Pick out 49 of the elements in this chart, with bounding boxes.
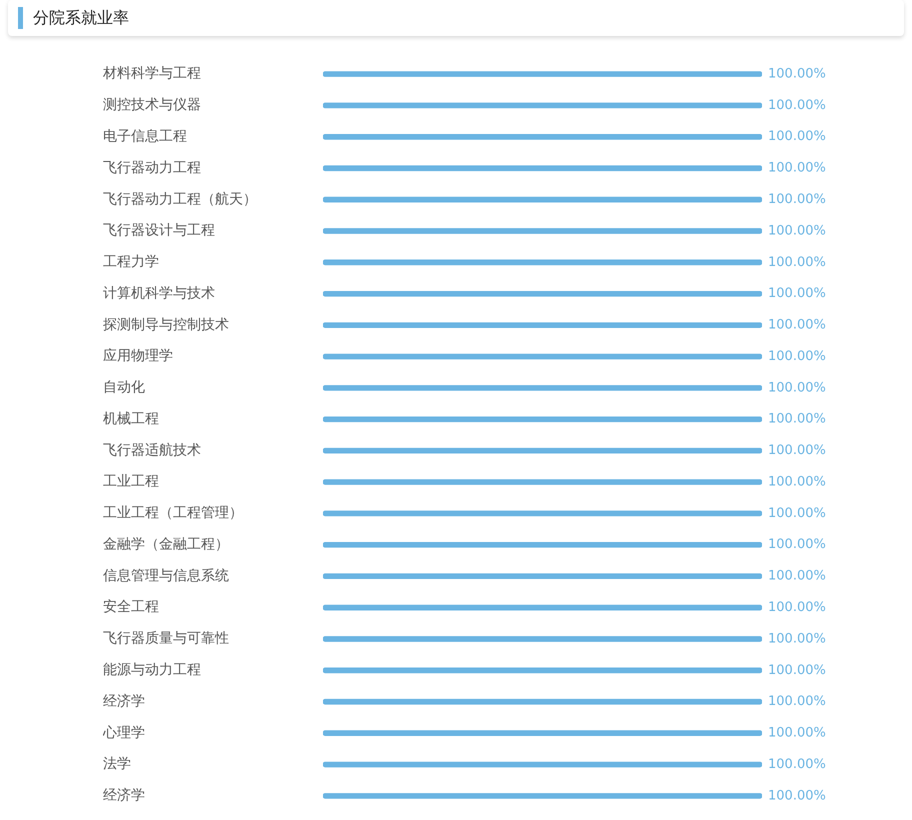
data-label: 100.00% [768,286,826,302]
data-label: 100.00% [768,662,826,678]
data-label: 100.00% [768,318,826,333]
y-tick-label: 机械工程 [103,410,159,427]
y-tick-label: 飞行器动力工程（航天） [103,191,257,208]
data-label: 100.00% [768,192,826,207]
y-tick-label: 工业工程（工程管理） [103,505,243,522]
data-label: 100.00% [768,254,826,270]
y-tick-label: 经济学 [103,788,145,804]
y-tick-label: 测控技术与仪器 [103,97,201,114]
data-label: 100.00% [768,380,826,396]
data-label: 100.00% [768,756,826,772]
y-tick-label: 材料科学与工程 [102,66,201,82]
y-tick-label: 计算机科学与技术 [103,285,215,302]
y-tick-label: 飞行器质量与可靠性 [103,630,229,647]
y-tick-label: 工程力学 [103,254,159,270]
y-tick-label: 金融学（金融工程） [103,536,229,552]
data-label: 100.00% [768,600,826,615]
data-label: 100.00% [768,412,826,427]
y-tick-label: 探测制导与控制技术 [103,316,229,333]
y-tick-label: 电子信息工程 [103,128,187,144]
data-label: 100.00% [768,129,826,144]
data-label: 100.00% [768,568,826,584]
y-tick-label: 法学 [103,756,131,772]
y-tick-label: 安全工程 [103,599,159,616]
data-label: 100.00% [768,98,826,113]
y-tick-label: 心理学 [102,724,145,741]
y-tick-label: 经济学 [103,693,145,710]
data-label: 100.00% [768,726,826,741]
data-label: 100.00% [768,348,826,364]
y-tick-label: 飞行器适航技术 [103,442,201,458]
y-tick-label: 工业工程 [103,474,159,490]
data-label: 100.00% [768,788,826,804]
data-label: 100.00% [768,537,826,552]
y-tick-label: 应用物理学 [103,348,173,364]
data-label: 100.00% [768,223,826,238]
data-label: 100.00% [768,631,826,646]
data-label: 100.00% [768,474,826,490]
data-label: 100.00% [768,66,826,82]
y-tick-label: 信息管理与信息系统 [103,568,229,584]
data-label: 100.00% [768,443,826,458]
text: 分院系就业率 [33,8,129,28]
data-label: 100.00% [768,160,826,176]
y-tick-label: 飞行器设计与工程 [103,222,215,239]
y-tick-label: 自动化 [103,380,145,396]
data-label: 100.00% [768,506,826,521]
y-tick-label: 能源与动力工程 [103,662,201,678]
y-tick-label: 飞行器动力工程 [103,160,201,176]
data-label: 100.00% [768,694,826,710]
